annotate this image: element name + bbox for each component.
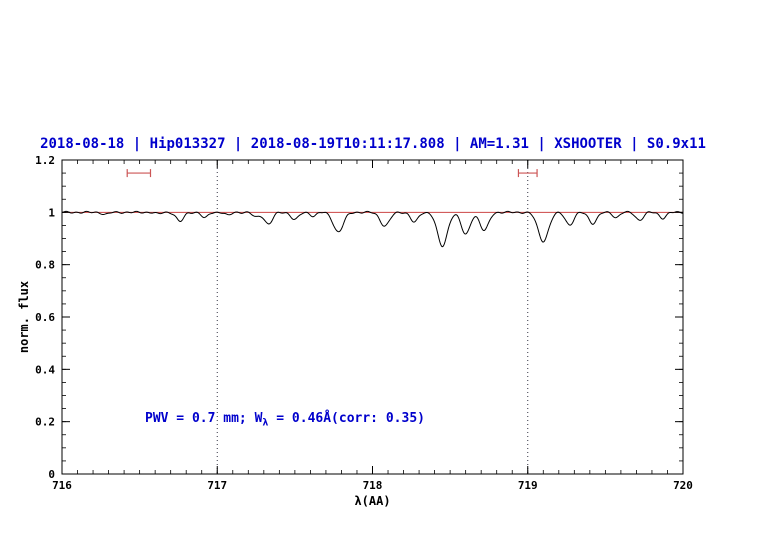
x-tick-label: 716 bbox=[52, 479, 72, 492]
x-tick-label: 717 bbox=[207, 479, 227, 492]
pwv-annotation-lambda-sub: λ bbox=[262, 417, 269, 429]
y-tick-label: 0.6 bbox=[35, 311, 55, 324]
y-tick-label: 0 bbox=[48, 468, 55, 481]
y-axis-label: norm. flux bbox=[17, 280, 31, 354]
plot-title: 2018-08-18 | Hip013327 | 2018-08-19T10:1… bbox=[40, 136, 706, 152]
y-tick-label: 1.2 bbox=[35, 154, 55, 167]
pwv-annotation-suffix: = 0.46Å(corr: 0.35) bbox=[268, 411, 425, 426]
y-tick-label: 0.2 bbox=[35, 416, 55, 429]
pwv-annotation: PWV = 0.7 mm; Wλ = 0.46Å(corr: 0.35) bbox=[145, 411, 425, 429]
pwv-annotation-prefix: PWV = 0.7 mm; W bbox=[145, 411, 263, 426]
x-tick-label: 718 bbox=[363, 479, 383, 492]
x-axis-label: λ(AA) bbox=[354, 494, 391, 508]
x-tick-label: 719 bbox=[518, 479, 538, 492]
x-tick-label: 720 bbox=[673, 479, 693, 492]
y-tick-label: 1 bbox=[48, 206, 55, 219]
y-tick-label: 0.8 bbox=[35, 259, 55, 272]
y-tick-label: 0.4 bbox=[35, 363, 55, 376]
spectrum-line bbox=[61, 210, 684, 248]
